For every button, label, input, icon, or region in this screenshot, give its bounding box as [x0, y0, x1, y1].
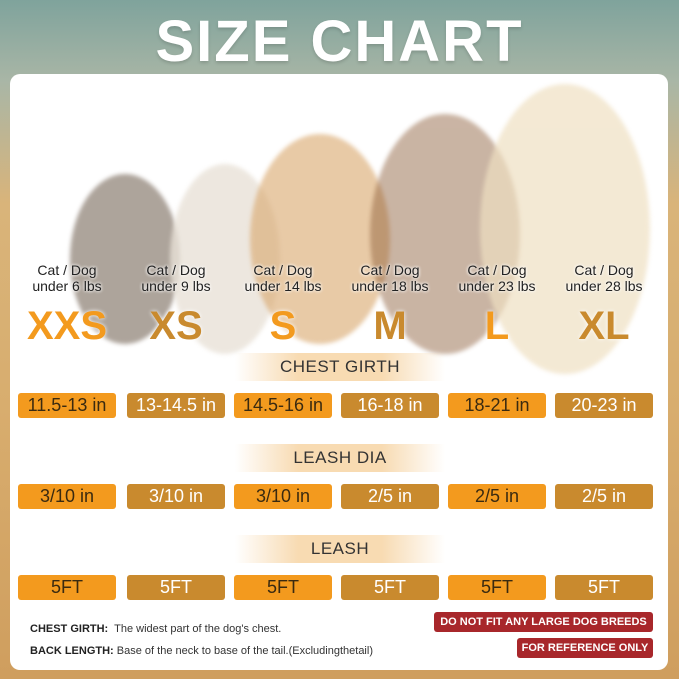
chest-girth-value: 20-23 in	[555, 393, 653, 418]
page-title: SIZE CHART	[155, 9, 524, 74]
size-chart-card: Cat / Dog under 6 lbs XXS 11.5-13 in 3/10…	[10, 74, 668, 670]
leash-value: 5FT	[127, 575, 225, 600]
leash-value: 5FT	[18, 575, 116, 600]
leash-value: 5FT	[234, 575, 332, 600]
size-label: L	[484, 304, 510, 348]
weight-line1: Cat / Dog	[146, 262, 206, 278]
weight-label: Cat / Dog under 18 lbs	[337, 262, 443, 294]
no-large-breeds-badge: DO NOT FIT ANY LARGE DOG BREEDS	[434, 612, 653, 632]
leash-dia-header: LEASH DIA	[235, 444, 445, 472]
weight-label: Cat / Dog under 23 lbs	[444, 262, 550, 294]
weight-line2: under 18 lbs	[351, 278, 429, 294]
reference-only-badge: FOR REFERENCE ONLY	[517, 638, 653, 658]
chest-girth-value: 18-21 in	[448, 393, 546, 418]
chest-girth-value: 14.5-16 in	[234, 393, 332, 418]
weight-line2: under 14 lbs	[244, 278, 322, 294]
weight-label: Cat / Dog under 28 lbs	[551, 262, 657, 294]
leash-dia-value: 2/5 in	[341, 484, 439, 509]
weight-line2: under 6 lbs	[32, 278, 102, 294]
weight-line2: under 23 lbs	[458, 278, 536, 294]
chest-girth-text: The widest part of the dog's chest.	[114, 623, 282, 635]
chest-girth-label: CHEST GIRTH:	[30, 623, 109, 635]
size-label: M	[373, 304, 407, 348]
size-label: XL	[578, 304, 630, 348]
chest-girth-value: 11.5-13 in	[18, 393, 116, 418]
weight-line1: Cat / Dog	[37, 262, 97, 278]
leash-dia-value: 2/5 in	[555, 484, 653, 509]
leash-dia-value: 3/10 in	[234, 484, 332, 509]
weight-line1: Cat / Dog	[574, 262, 634, 278]
chest-girth-value: 13-14.5 in	[127, 393, 225, 418]
leash-value: 5FT	[555, 575, 653, 600]
size-label: XXS	[26, 304, 108, 348]
weight-label: Cat / Dog under 6 lbs	[14, 262, 120, 294]
leash-value: 5FT	[341, 575, 439, 600]
size-label: S	[269, 304, 297, 348]
chest-girth-note: CHEST GIRTH: The widest part of the dog'…	[30, 623, 281, 635]
leash-value: 5FT	[448, 575, 546, 600]
weight-line2: under 28 lbs	[565, 278, 643, 294]
weight-line1: Cat / Dog	[360, 262, 420, 278]
dogs-photo	[10, 74, 668, 374]
back-length-text: Base of the neck to base of the tail.(Ex…	[116, 645, 373, 657]
chest-girth-header: CHEST GIRTH	[235, 353, 445, 381]
weight-line1: Cat / Dog	[253, 262, 313, 278]
leash-header: LEASH	[235, 535, 445, 563]
weight-label: Cat / Dog under 9 lbs	[123, 262, 229, 294]
leash-dia-value: 3/10 in	[127, 484, 225, 509]
weight-line2: under 9 lbs	[141, 278, 211, 294]
weight-line1: Cat / Dog	[467, 262, 527, 278]
weight-label: Cat / Dog under 14 lbs	[230, 262, 336, 294]
back-length-label: BACK LENGTH:	[30, 645, 114, 657]
chest-girth-value: 16-18 in	[341, 393, 439, 418]
leash-dia-value: 3/10 in	[18, 484, 116, 509]
size-label: XS	[149, 304, 203, 348]
back-length-note: BACK LENGTH: Base of the neck to base of…	[30, 645, 373, 657]
leash-dia-value: 2/5 in	[448, 484, 546, 509]
